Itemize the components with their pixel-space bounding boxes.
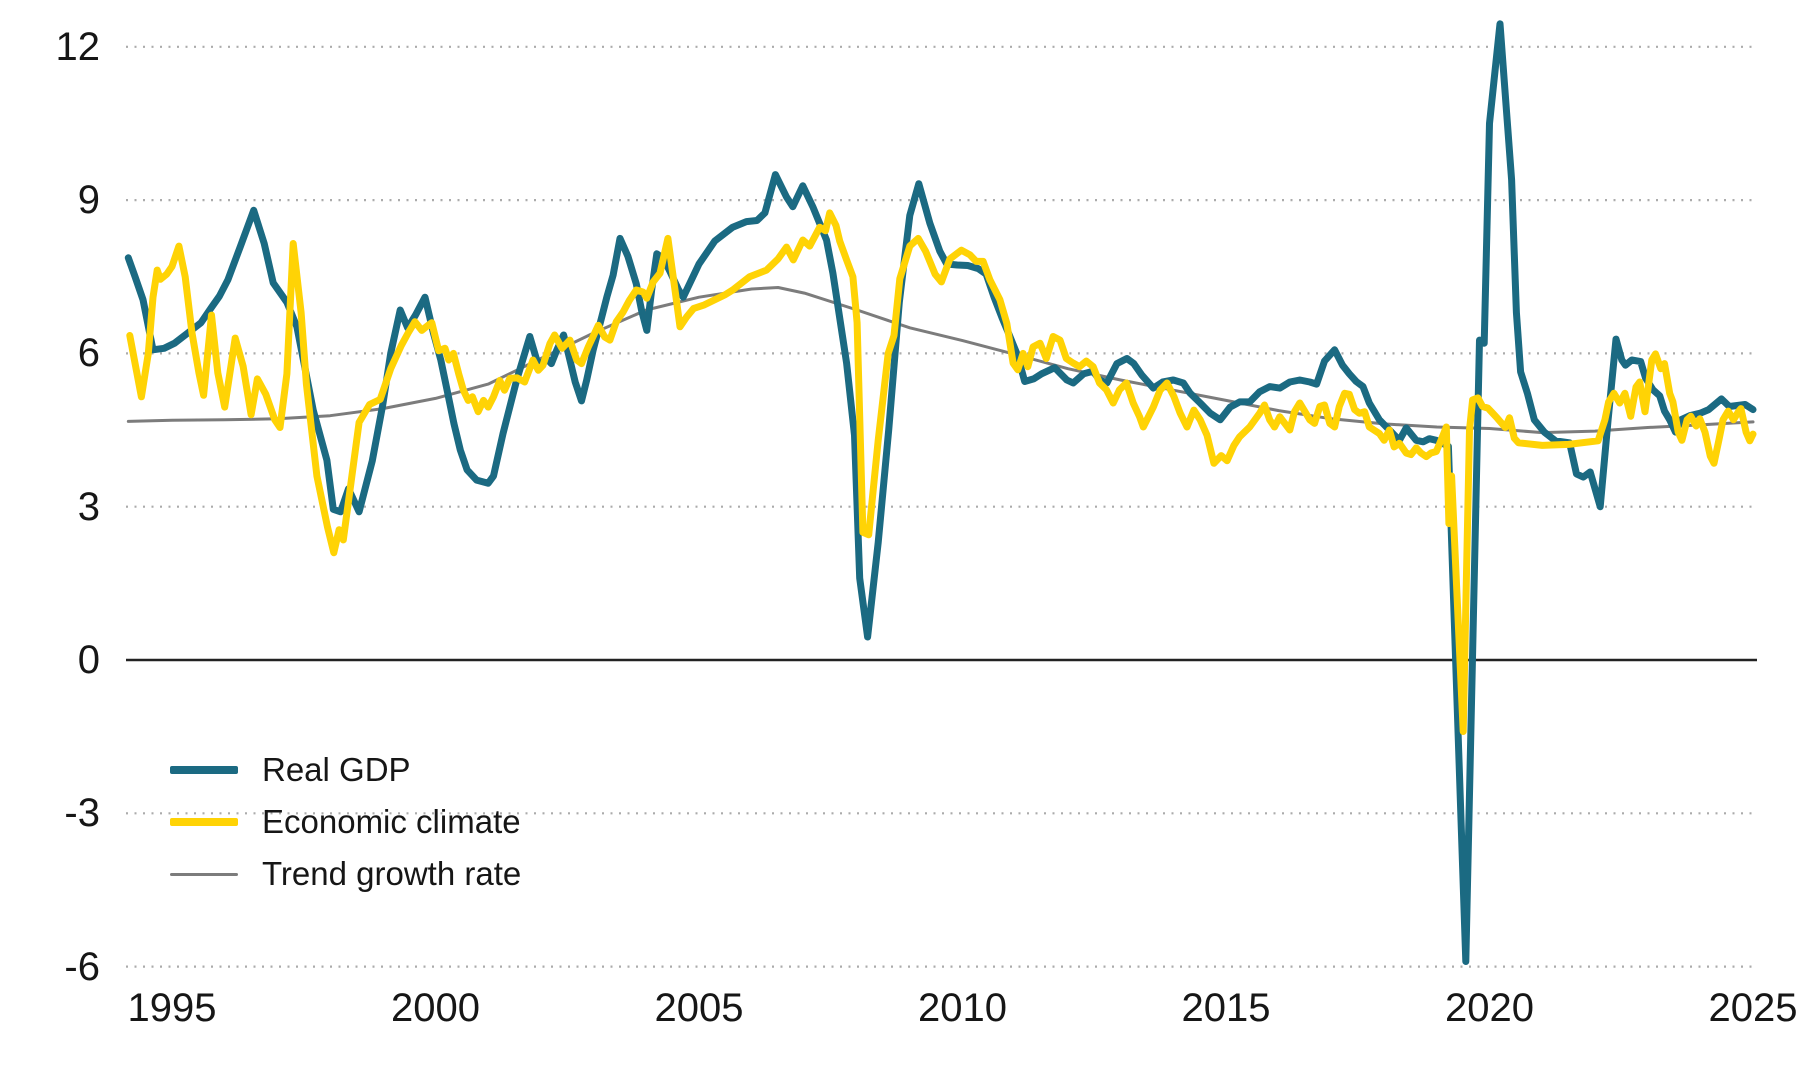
series-line-economic-climate	[126, 209, 1757, 735]
legend: Real GDP Economic climate Trend growth r…	[170, 744, 521, 900]
y-tick-label-3: 3	[77, 484, 100, 529]
x-tick-label-2020: 2020	[1445, 986, 1534, 1030]
legend-label-trend-growth-rate: Trend growth rate	[262, 855, 522, 892]
y-tick-label-0: 0	[77, 638, 100, 682]
x-tick-label-2000: 2000	[391, 986, 480, 1030]
legend-item-real-gdp: Real GDP	[170, 744, 521, 796]
y-tick-label--6: -6	[64, 944, 100, 989]
series-line-real-gdp	[124, 20, 1757, 965]
x-tick-label-2015: 2015	[1181, 986, 1271, 1030]
legend-item-economic-climate: Economic climate	[170, 796, 521, 848]
x-tick-label-2005: 2005	[654, 986, 744, 1030]
y-tick-label--3: -3	[64, 791, 100, 836]
series-line-trend-growth-rate	[126, 286, 1755, 435]
real-gdp-swatch	[170, 766, 238, 774]
economic-climate-swatch	[170, 818, 238, 826]
y-tick-label-6: 6	[77, 331, 100, 376]
x-tick-label-1995: 1995	[127, 986, 217, 1030]
x-tick-label-2025: 2025	[1708, 986, 1798, 1030]
legend-label-real-gdp: Real GDP	[262, 751, 411, 788]
trend-growth-rate-swatch	[170, 872, 238, 876]
legend-label-economic-climate: Economic climate	[262, 803, 521, 840]
y-tick-label-9: 9	[77, 178, 100, 223]
legend-item-trend-growth-rate: Trend growth rate	[170, 848, 521, 900]
x-tick-label-2010: 2010	[918, 986, 1007, 1030]
y-tick-label-12: 12	[55, 24, 101, 69]
